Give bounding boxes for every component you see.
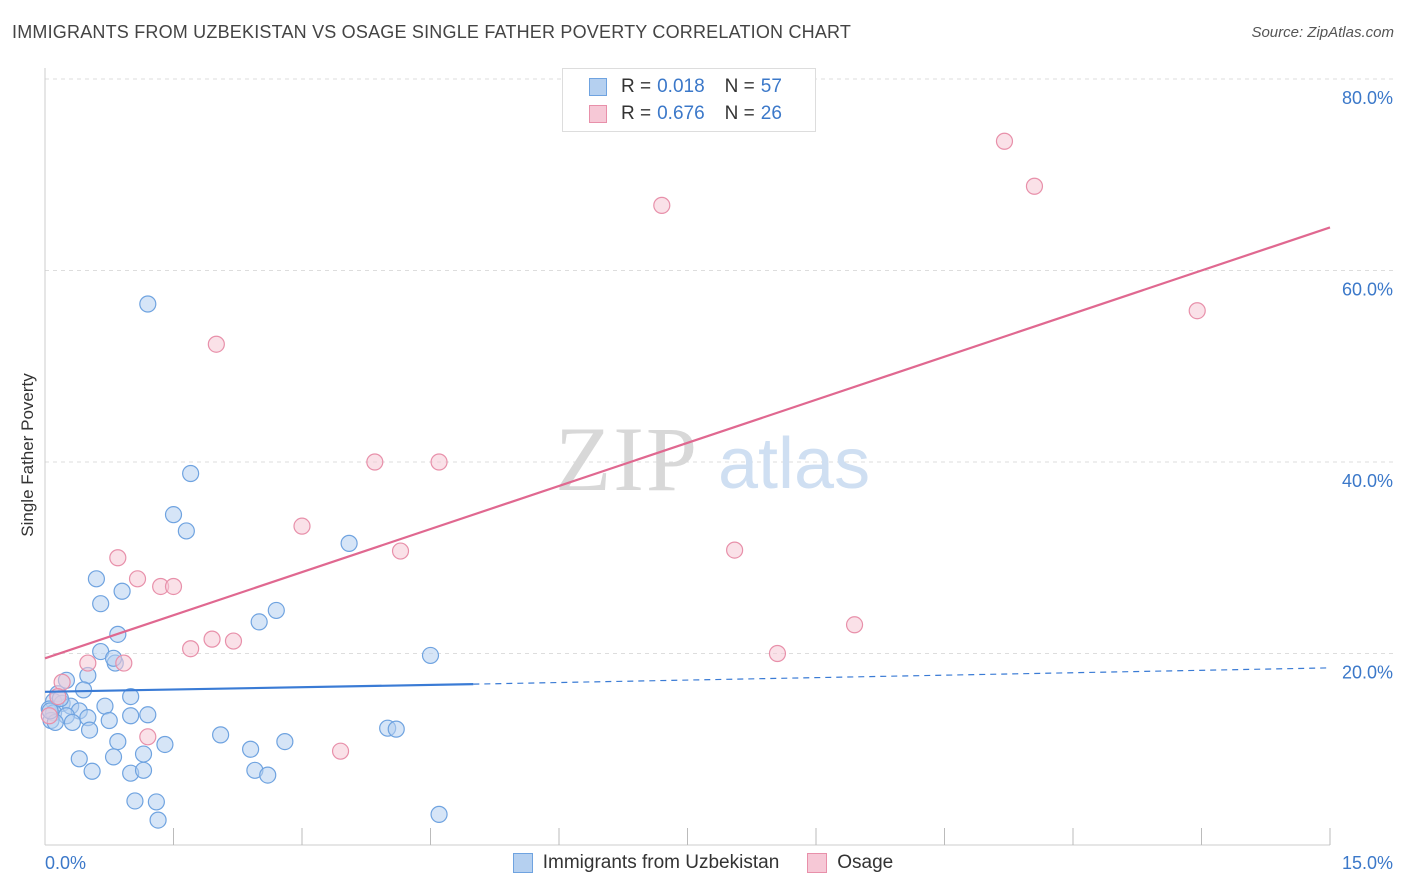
- point-uzbekistan: [87, 570, 106, 588]
- data-points: [40, 132, 1206, 829]
- swatch-uzbekistan: [589, 78, 607, 96]
- point-osage: [224, 632, 243, 650]
- legend-label-osage: Osage: [837, 852, 894, 873]
- n-value: 26: [760, 103, 782, 124]
- n-label: N =: [724, 76, 755, 97]
- point-osage: [430, 453, 448, 471]
- trend-line-uzbekistan: [44, 683, 474, 693]
- series-legend: Immigrants from Uzbekistan Osage: [0, 852, 1406, 874]
- point-uzbekistan: [139, 295, 157, 313]
- point-osage: [207, 335, 225, 353]
- legend-item-uzbekistan[interactable]: Immigrants from Uzbekistan: [512, 852, 780, 874]
- point-osage: [115, 654, 133, 672]
- stats-row-uzbekistan: R = 0.018 N = 57: [589, 75, 782, 99]
- point-uzbekistan: [122, 687, 140, 706]
- watermark-zip: ZIP: [555, 408, 699, 510]
- point-uzbekistan: [122, 707, 140, 725]
- point-osage: [293, 517, 311, 535]
- point-uzbekistan: [70, 750, 88, 768]
- tick-labels: 20.0% 40.0% 60.0% 80.0% 0.0% 15.0%: [45, 88, 1393, 873]
- point-uzbekistan: [164, 506, 183, 524]
- point-osage: [109, 549, 127, 567]
- watermark: ZIP atlas: [555, 408, 870, 510]
- stats-legend: R = 0.018 N = 57 R = 0.676 N = 26: [562, 68, 816, 132]
- point-osage: [366, 453, 384, 471]
- chart-title: IMMIGRANTS FROM UZBEKISTAN VS OSAGE SING…: [12, 22, 852, 42]
- r-label: R =: [621, 76, 652, 97]
- point-uzbekistan: [147, 793, 165, 811]
- point-osage: [53, 673, 71, 691]
- point-osage: [995, 132, 1014, 150]
- point-osage: [139, 728, 157, 746]
- point-uzbekistan: [267, 601, 285, 620]
- y-axis-label: Single Father Poverty: [18, 373, 37, 537]
- legend-item-osage[interactable]: Osage: [807, 852, 893, 874]
- point-uzbekistan: [113, 582, 131, 600]
- point-uzbekistan: [134, 761, 153, 779]
- n-value: 57: [760, 76, 782, 97]
- point-uzbekistan: [63, 713, 82, 732]
- legend-swatch-osage: [807, 853, 828, 873]
- point-uzbekistan: [100, 711, 118, 730]
- y-tick-label: 60.0%: [1342, 280, 1393, 300]
- r-value: 0.018: [657, 76, 705, 97]
- point-uzbekistan: [149, 811, 167, 829]
- point-uzbekistan: [139, 706, 157, 724]
- grid-lines: [45, 78, 1393, 654]
- source-label: Source: ZipAtlas.com: [1251, 24, 1394, 41]
- point-uzbekistan: [182, 464, 200, 483]
- point-uzbekistan: [126, 792, 144, 810]
- point-osage: [726, 541, 744, 559]
- point-uzbekistan: [387, 720, 405, 738]
- point-osage: [128, 570, 147, 588]
- trend-line-uzbekistan-extension: [473, 667, 1331, 685]
- point-osage: [164, 577, 183, 596]
- point-uzbekistan: [80, 721, 99, 739]
- point-osage: [845, 616, 864, 634]
- trend-line-osage: [44, 226, 1331, 660]
- point-uzbekistan: [109, 732, 127, 751]
- point-osage: [79, 654, 97, 672]
- point-osage: [1025, 177, 1044, 195]
- watermark-atlas: atlas: [718, 424, 870, 504]
- point-uzbekistan: [276, 732, 294, 751]
- point-osage: [40, 707, 58, 725]
- y-tick-label: 40.0%: [1342, 471, 1393, 491]
- point-osage: [391, 542, 410, 560]
- x-tick-label: 0.0%: [45, 853, 86, 873]
- point-uzbekistan: [212, 726, 230, 744]
- point-uzbekistan: [156, 735, 174, 754]
- point-uzbekistan: [430, 805, 448, 823]
- point-uzbekistan: [250, 613, 268, 631]
- point-osage: [182, 640, 200, 658]
- r-value: 0.676: [657, 103, 705, 124]
- trend-lines: [44, 226, 1331, 693]
- legend-swatch-uzbekistan: [512, 853, 533, 873]
- point-uzbekistan: [104, 748, 123, 766]
- x-tick-label: 15.0%: [1342, 853, 1393, 873]
- point-uzbekistan: [96, 697, 114, 715]
- point-osage: [768, 644, 787, 663]
- point-uzbekistan: [259, 766, 277, 784]
- r-label: R =: [621, 103, 652, 124]
- point-uzbekistan: [134, 745, 153, 763]
- point-uzbekistan: [340, 534, 358, 552]
- y-tick-label: 20.0%: [1342, 663, 1393, 683]
- point-osage: [331, 742, 350, 760]
- n-label: N =: [724, 103, 755, 124]
- swatch-osage: [589, 105, 607, 123]
- point-osage: [203, 630, 221, 648]
- legend-label-uzbekistan: Immigrants from Uzbekistan: [542, 852, 780, 873]
- point-uzbekistan: [92, 595, 110, 613]
- point-uzbekistan: [74, 681, 93, 699]
- point-uzbekistan: [242, 740, 260, 758]
- point-osage: [1188, 302, 1206, 320]
- point-uzbekistan: [421, 646, 440, 665]
- point-osage: [653, 196, 671, 214]
- point-uzbekistan: [83, 762, 101, 780]
- stats-row-osage: R = 0.676 N = 26: [589, 102, 782, 126]
- y-tick-label: 80.0%: [1342, 88, 1393, 108]
- point-uzbekistan: [177, 522, 195, 540]
